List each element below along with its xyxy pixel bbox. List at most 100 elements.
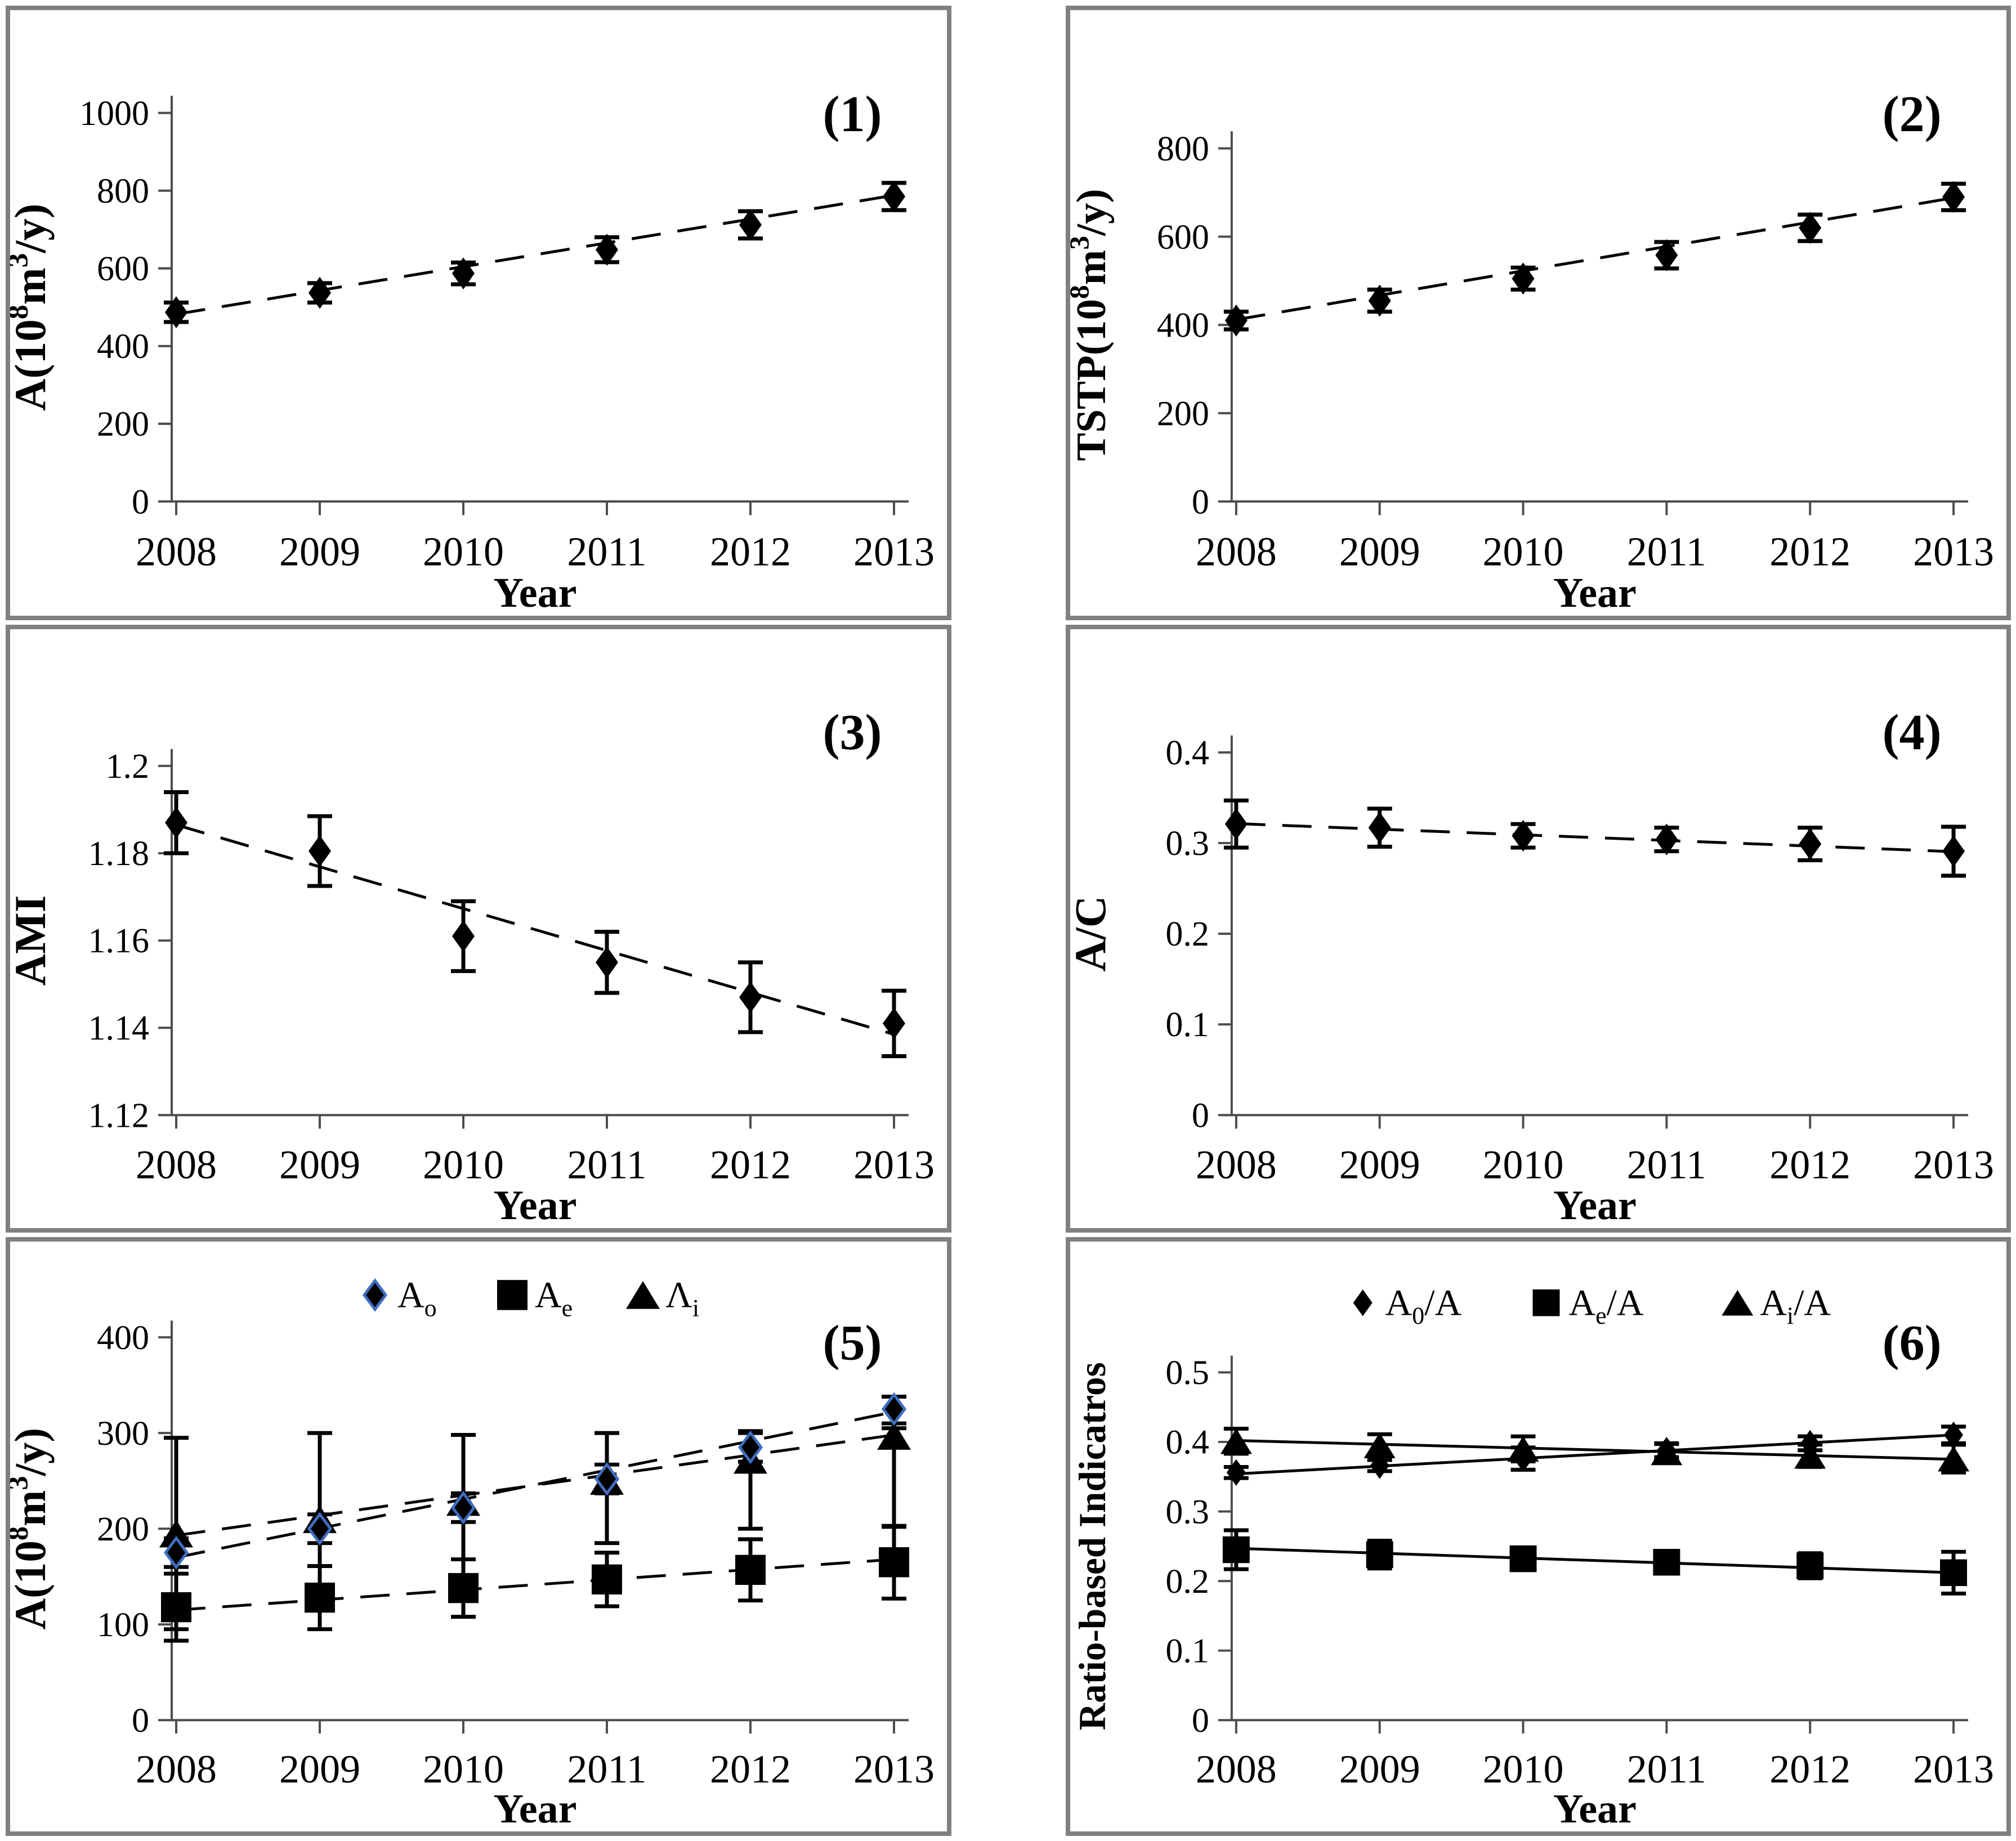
x-tick-label: 2009 [279, 528, 360, 575]
series-Ai [159, 1422, 911, 1632]
trend-line [176, 1434, 895, 1537]
y-tick-label: 0.4 [1165, 734, 1209, 772]
panel-number: (4) [1883, 705, 1942, 760]
chart-panel-3-svg: 1.12 1.14 1.16 1.18 1.2 2008 2009 2010 2011 2012 2… [10, 704, 935, 1228]
trend-line [1236, 1434, 1954, 1476]
trend-line [176, 1558, 895, 1612]
y-axis-title: AMI [10, 895, 55, 986]
y-tick-label: 0.2 [1165, 1562, 1209, 1601]
diamond-marker [1226, 1459, 1246, 1486]
square-marker [592, 1564, 622, 1594]
x-tick-label: 2012 [1769, 528, 1850, 575]
x-tick-label: 2009 [1339, 528, 1420, 575]
y-tick-label: 0 [132, 482, 149, 522]
y-tick-label: 1.12 [88, 1096, 149, 1135]
diamond-marker [1799, 828, 1822, 860]
series-TSTP [1223, 181, 1966, 337]
diamond-marker [1353, 1289, 1373, 1316]
diamond-marker [596, 946, 618, 978]
square-marker [497, 1280, 528, 1310]
error-bars [164, 181, 906, 324]
x-axis-title: Year [1553, 570, 1637, 616]
y-tick-label: 400 [97, 1319, 149, 1357]
square-marker [1532, 1289, 1560, 1316]
diamond-marker [594, 1462, 620, 1496]
diamond-marker [1799, 212, 1822, 244]
y-tick-label: 1.14 [88, 1009, 149, 1047]
diamond-marker [1655, 823, 1678, 855]
y-tick-label: 0.1 [1165, 1632, 1209, 1670]
y-axis-title: A(108m3/y) [10, 1428, 55, 1630]
y-tick-label: 300 [97, 1414, 149, 1453]
series-Ai/A [1220, 1426, 1970, 1475]
panel-number: (2) [1883, 86, 1942, 143]
chart-panel-4-svg: 0 0.1 0.2 0.3 0.4 2008 2009 2010 2011 2012 2013 Yea… [1070, 705, 1994, 1228]
trend-line [1236, 822, 1954, 853]
y-tick-label: 1.16 [88, 922, 149, 960]
square-marker [879, 1547, 909, 1578]
y-tick-label: 200 [1157, 393, 1209, 433]
error-bars [1223, 798, 1966, 878]
y-tick-label: 1000 [79, 93, 149, 133]
y-tick-label: 600 [1157, 217, 1209, 257]
diamond-marker [739, 209, 762, 241]
legend-label: A0/A [1385, 1283, 1462, 1329]
error-bars [164, 1524, 906, 1643]
y-tick-label: 0.3 [1165, 1493, 1209, 1531]
diamond-marker [362, 1278, 388, 1312]
diamond-marker [1800, 1430, 1820, 1457]
panel-number: (6) [1883, 1315, 1942, 1370]
square-marker [305, 1582, 335, 1613]
square-marker [735, 1555, 766, 1585]
x-tick-label: 2009 [279, 1747, 360, 1791]
y-axis-title: A/C [1070, 896, 1115, 972]
data-points [165, 807, 905, 1040]
panel-number: (3) [823, 704, 882, 760]
trend-line [1236, 196, 1954, 321]
data-points [165, 180, 905, 329]
y-tick-label: 800 [97, 171, 149, 211]
square-marker [161, 1592, 191, 1623]
trend-line [176, 1410, 895, 1559]
chart-panel-1-svg: 0 200 400 600 800 1000 2008 2009 2010 2011 2012 201… [10, 86, 935, 616]
square-marker [1796, 1552, 1824, 1579]
chart-panel-5-svg: 0 100 200 300 400 2008 2009 2010 2011 2012 2013 Yea… [10, 1275, 935, 1831]
y-tick-label: 0.5 [1165, 1354, 1209, 1392]
y-tick-label: 0 [1192, 482, 1209, 522]
chart-panel-5: 0 100 200 300 400 2008 2009 2010 2011 2012 2013 Yea… [6, 1237, 951, 1836]
legend: A0/A Ae/A Ai/A [1353, 1283, 1831, 1329]
x-tick-label: 2013 [853, 528, 935, 575]
legend-label: Λi [665, 1275, 699, 1322]
diamond-marker [1657, 1437, 1677, 1464]
data-points [163, 1392, 907, 1570]
series-Ae [161, 1524, 909, 1643]
x-tick-label: 2008 [136, 1747, 217, 1791]
chart-panel-6-svg: 0 0.1 0.2 0.3 0.4 0.5 2008 2009 2010 2011 2012 2013… [1071, 1283, 1994, 1831]
error-bars [164, 1395, 906, 1569]
x-tick-label: 2013 [1913, 1143, 1994, 1188]
chart-panel-2: 0 200 400 600 800 2008 2009 2010 2011 2012 2013 Yea… [1066, 6, 2011, 620]
panel-number: (5) [823, 1315, 882, 1370]
error-bars [1223, 181, 1966, 332]
x-axis-title: Year [494, 570, 577, 616]
triangle-marker [1220, 1428, 1252, 1454]
diamond-marker [163, 1535, 189, 1570]
series-Ao [163, 1392, 907, 1570]
diamond-marker [1513, 1445, 1533, 1472]
diamond-marker [1942, 835, 1965, 867]
x-tick-label: 2011 [1627, 1143, 1706, 1188]
x-axis-title: Year [1553, 1182, 1637, 1228]
diamond-marker [307, 1512, 333, 1546]
y-axis-title: TSTP(108m3/y) [1070, 189, 1115, 462]
chart-panel-1: 0 200 400 600 800 1000 2008 2009 2010 2011 2012 201… [6, 6, 951, 620]
x-axis-title: Year [1553, 1786, 1637, 1831]
trend-line [176, 194, 895, 316]
series-Ao/A [1223, 1421, 1966, 1486]
axes: 0 0.1 0.2 0.3 0.4 2008 2009 2010 2011 2012 2013 [1165, 734, 1994, 1188]
y-tick-label: 400 [97, 326, 149, 366]
diamond-marker [452, 920, 475, 952]
x-tick-label: 2012 [1769, 1747, 1850, 1791]
x-tick-label: 2012 [1769, 1143, 1850, 1188]
x-tick-label: 2008 [1196, 1143, 1277, 1188]
axes: 0 200 400 600 800 2008 2009 2010 2011 2012 2013 [1157, 129, 1994, 575]
